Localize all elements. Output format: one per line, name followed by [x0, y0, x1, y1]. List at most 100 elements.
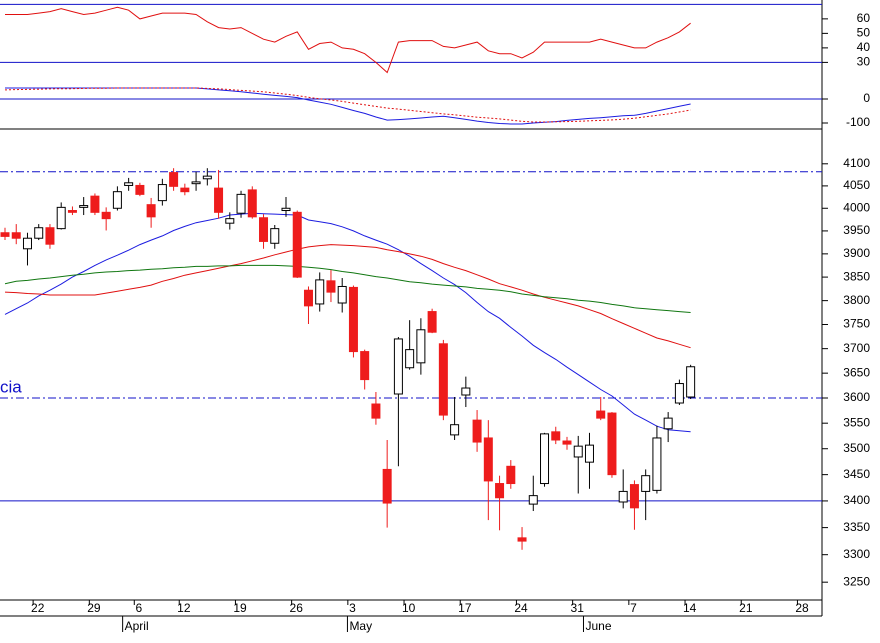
- y-tick-label: 4100: [843, 156, 870, 170]
- x-tick-label: 31: [571, 601, 585, 615]
- candle-body: [124, 182, 134, 186]
- candle-body: [663, 417, 673, 430]
- y-tick-label: 3350: [843, 520, 870, 534]
- candle-body: [236, 193, 246, 214]
- y-tick-label: 3650: [843, 365, 870, 379]
- series-line: [4, 244, 691, 349]
- x-tick-label: 3: [349, 601, 356, 615]
- candle-body: [393, 338, 403, 395]
- y-tick-label: 30: [857, 55, 871, 69]
- candle-body: [337, 285, 347, 304]
- y-tick-label: 3700: [843, 341, 870, 355]
- candle-body: [528, 495, 538, 505]
- y-tick-label: 3600: [843, 390, 870, 404]
- candle-body: [180, 187, 190, 193]
- y-tick-label: 3400: [843, 493, 870, 507]
- y-tick-label: 3300: [843, 547, 870, 561]
- x-tick-label: 21: [739, 601, 753, 615]
- x-tick-label: 22: [31, 601, 45, 615]
- x-tick-label: 14: [683, 601, 697, 615]
- y-tick-label: 0: [863, 91, 870, 105]
- candle-body: [506, 465, 516, 485]
- y-tick-label: 3750: [843, 317, 870, 331]
- candle-body: [202, 175, 212, 180]
- candle-body: [90, 195, 100, 213]
- candle-body: [382, 468, 392, 504]
- candle-body: [438, 343, 448, 416]
- candle-body: [405, 349, 415, 369]
- y-tick-label: -100: [846, 115, 870, 129]
- candle-body: [214, 187, 224, 213]
- y-tick-label: 3550: [843, 415, 870, 429]
- candle-body: [674, 383, 684, 404]
- candle-body: [584, 444, 594, 463]
- x-tick-label: 29: [87, 601, 101, 615]
- series-line: [4, 212, 691, 433]
- x-tick-label: 6: [136, 601, 143, 615]
- candle-body: [34, 227, 44, 239]
- candle-body: [112, 191, 122, 209]
- candle-body: [461, 387, 471, 396]
- candle-body: [79, 205, 89, 208]
- candle-body: [326, 280, 336, 293]
- candle-body: [157, 184, 167, 202]
- candle-body: [450, 424, 460, 436]
- y-tick-label: 60: [857, 11, 871, 25]
- y-tick-label: 3850: [843, 269, 870, 283]
- y-tick-label: 3800: [843, 293, 870, 307]
- x-tick-label: 7: [630, 601, 637, 615]
- candle-body: [360, 351, 370, 381]
- y-tick-label: 4050: [843, 178, 870, 192]
- candle-body: [135, 184, 145, 195]
- candle-body: [270, 228, 280, 244]
- candle-body: [22, 237, 32, 250]
- y-tick-label: 50: [857, 26, 871, 40]
- candle-body: [45, 227, 55, 245]
- y-tick-label: 40: [857, 40, 871, 54]
- candle-body: [303, 289, 313, 307]
- y-tick-label: 3500: [843, 441, 870, 455]
- candle-body: [315, 279, 325, 305]
- candle-body: [348, 286, 358, 353]
- x-tick-label: 28: [795, 601, 809, 615]
- candle-body: [652, 437, 662, 491]
- month-label: June: [585, 619, 611, 633]
- series-line: [5, 87, 691, 125]
- x-tick-label: 24: [514, 601, 528, 615]
- x-tick-label: 10: [402, 601, 416, 615]
- candle-body: [67, 210, 77, 213]
- series-line: [4, 87, 691, 123]
- y-tick-label: 3900: [843, 246, 870, 260]
- candle-body: [562, 440, 572, 445]
- candle-body: [146, 204, 156, 218]
- candle-body: [292, 211, 302, 278]
- candle-body: [259, 217, 269, 242]
- candle-body: [517, 537, 527, 542]
- candle-body: [191, 181, 201, 185]
- annotation: cia: [0, 378, 22, 397]
- candle-body: [427, 311, 437, 333]
- x-tick-label: 17: [458, 601, 472, 615]
- y-tick-label: 3450: [843, 467, 870, 481]
- candle-body: [371, 403, 381, 419]
- candle-body: [281, 207, 291, 212]
- candle-body: [607, 412, 617, 476]
- x-tick-label: 12: [177, 601, 191, 615]
- candle-body: [573, 445, 583, 458]
- month-label: April: [125, 619, 149, 633]
- series-line: [5, 6, 691, 74]
- candle-body: [629, 484, 639, 509]
- candle-body: [686, 366, 696, 398]
- series-line: [4, 264, 691, 313]
- candle-body: [0, 232, 10, 237]
- x-tick-label: 26: [290, 601, 304, 615]
- candle-body: [169, 172, 179, 187]
- month-label: May: [349, 619, 372, 633]
- candle-body: [225, 218, 235, 224]
- y-tick-label: 3950: [843, 223, 870, 237]
- candle-body: [495, 483, 505, 499]
- candle-body: [618, 490, 628, 503]
- candle-body: [551, 431, 561, 441]
